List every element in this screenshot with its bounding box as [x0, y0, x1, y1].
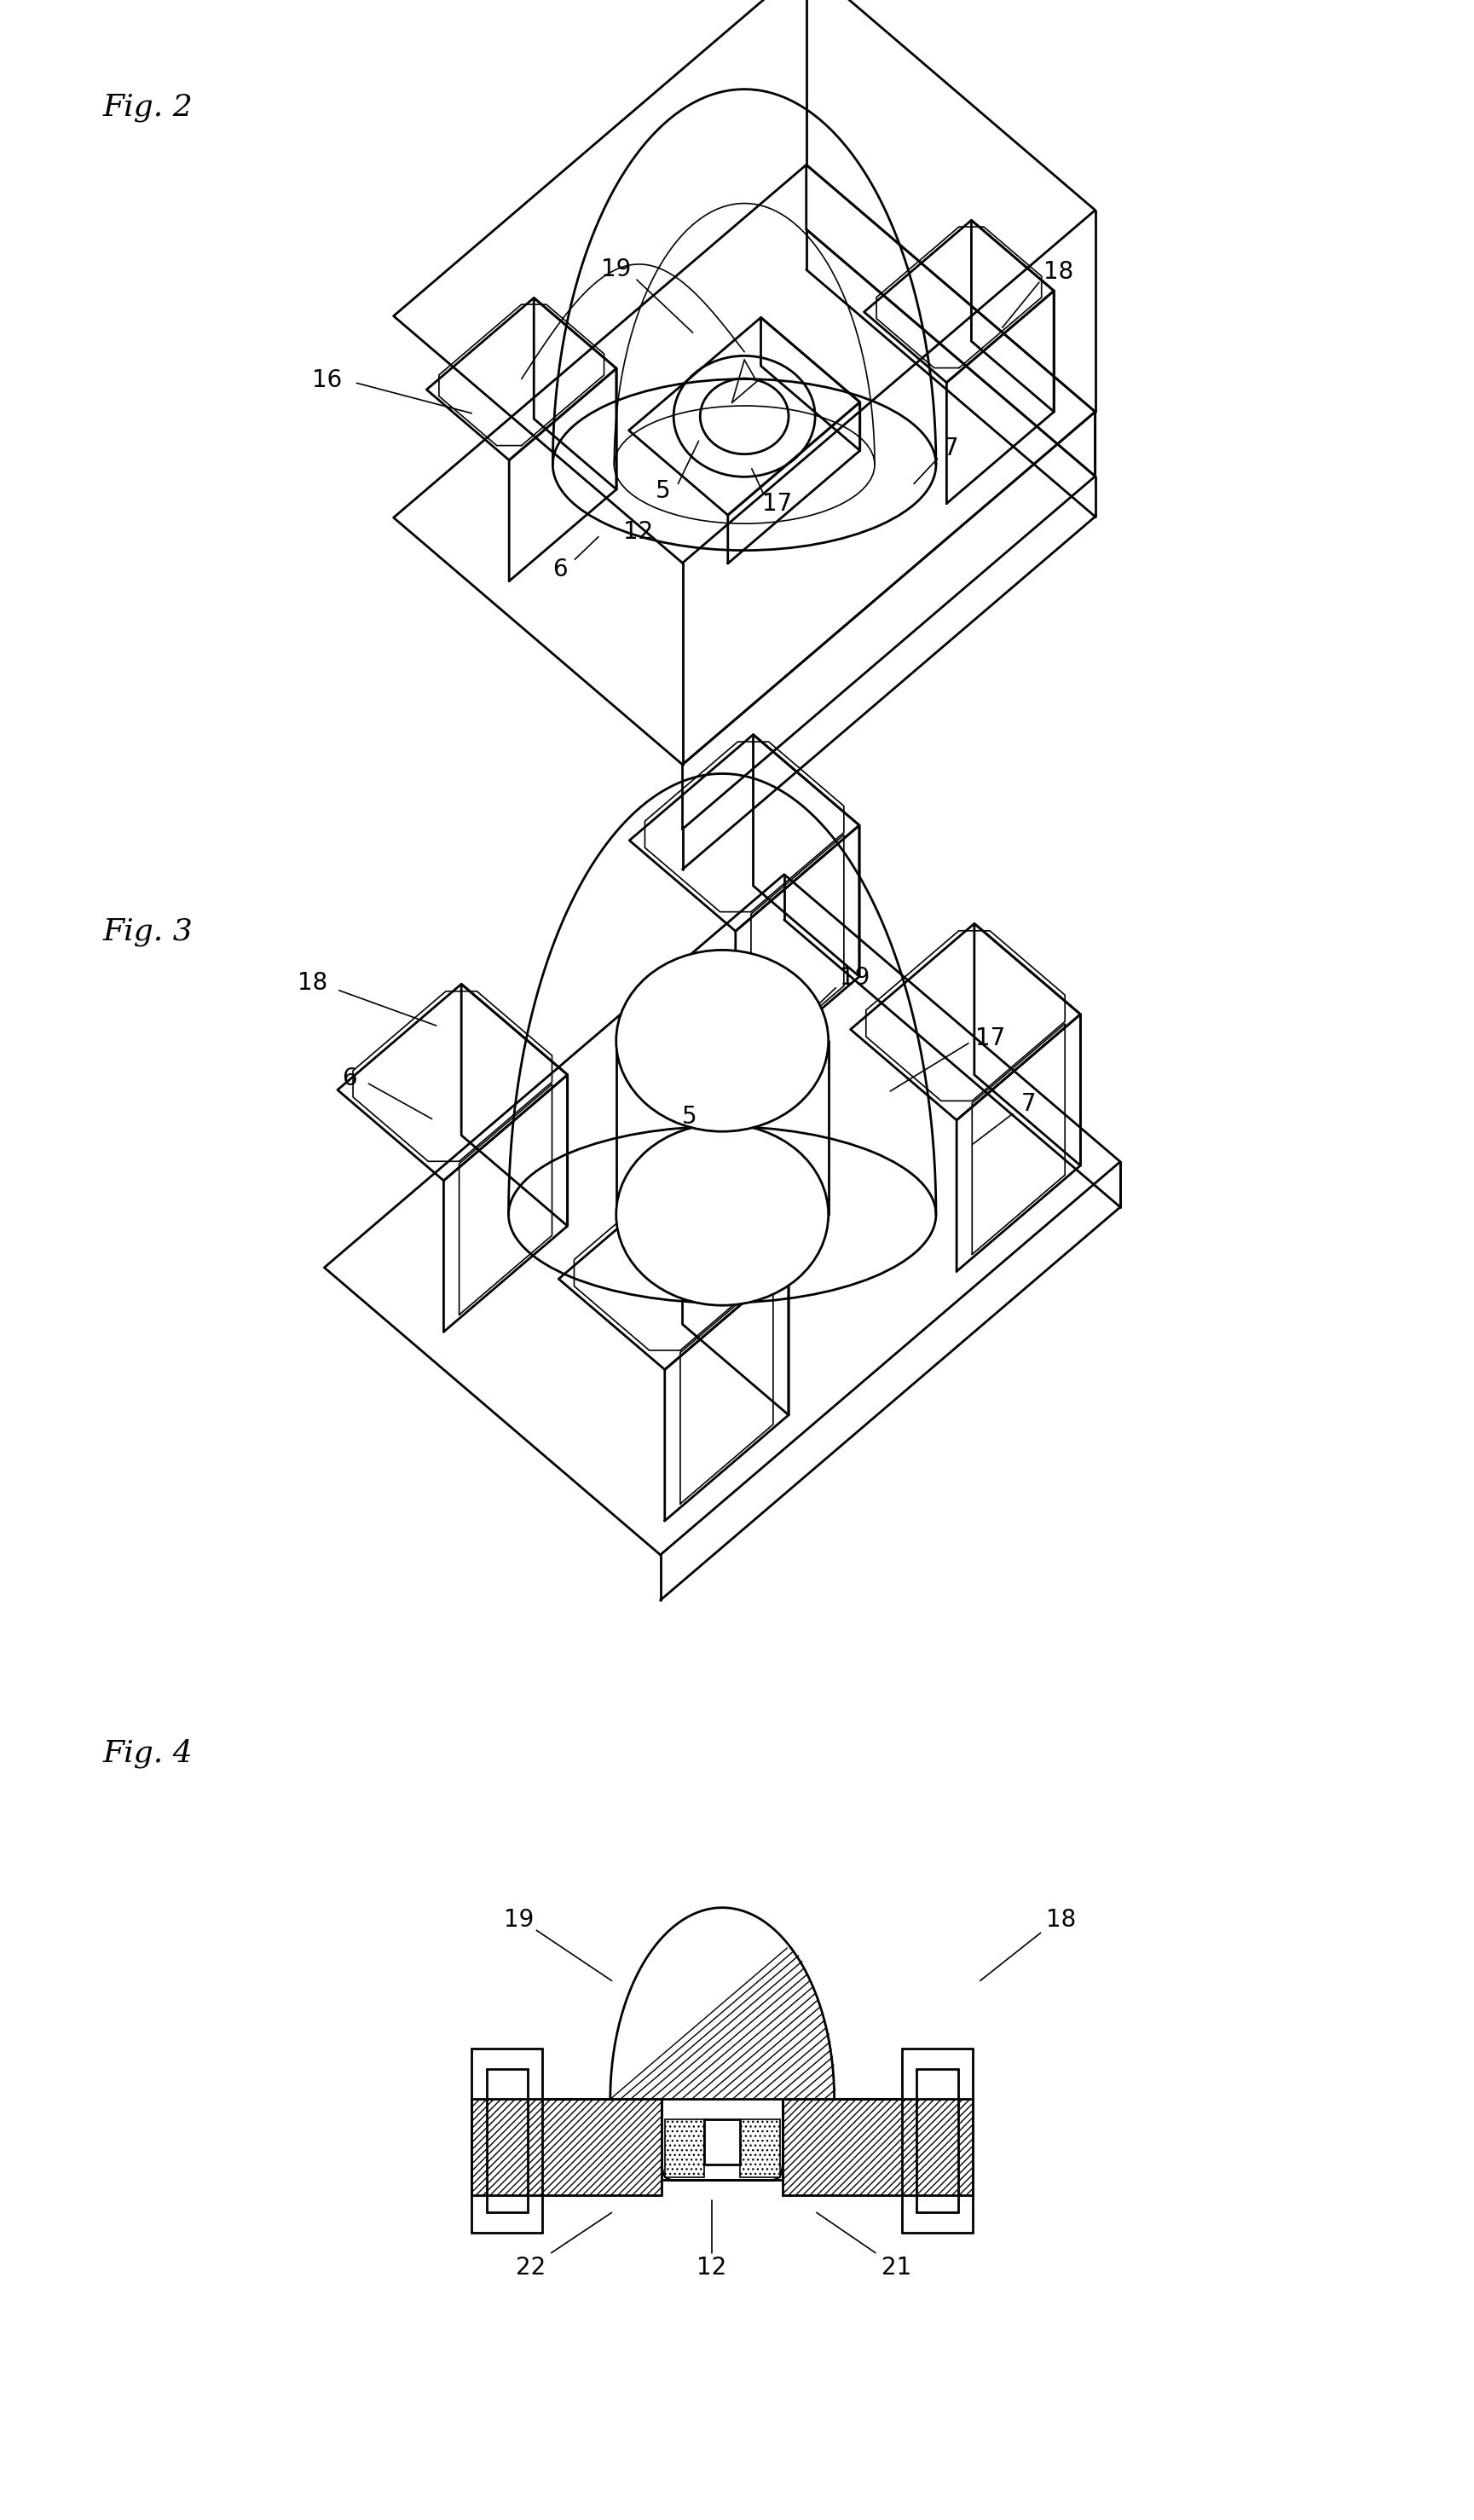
Text: 18: 18	[1047, 1908, 1076, 1933]
Text: 21: 21	[881, 2255, 911, 2281]
Text: 5: 5	[682, 1104, 697, 1129]
Text: 18: 18	[1044, 260, 1073, 285]
Text: 16: 16	[312, 368, 342, 393]
Text: 19: 19	[601, 257, 631, 282]
Ellipse shape	[616, 1124, 828, 1305]
Ellipse shape	[616, 950, 828, 1131]
Text: 7: 7	[943, 436, 958, 461]
Text: 7: 7	[1021, 1091, 1036, 1116]
Bar	[740, 2119, 780, 2177]
Text: 17: 17	[976, 1026, 1005, 1051]
Text: 18: 18	[298, 970, 327, 995]
Text: Fig. 4: Fig. 4	[103, 1739, 193, 1769]
Bar	[783, 2099, 973, 2195]
Text: 6: 6	[553, 557, 567, 582]
Text: 19: 19	[504, 1908, 534, 1933]
Text: 5: 5	[656, 479, 671, 504]
Text: 17: 17	[762, 491, 792, 517]
Text: Fig. 2: Fig. 2	[103, 93, 193, 123]
Text: 22: 22	[516, 2255, 545, 2281]
Text: 12: 12	[697, 2255, 727, 2281]
Bar	[705, 2119, 740, 2165]
Bar	[472, 2099, 662, 2195]
Text: 6: 6	[342, 1066, 357, 1091]
Text: 19: 19	[840, 965, 870, 990]
Text: 12: 12	[624, 519, 653, 544]
Text: Fig. 3: Fig. 3	[103, 917, 193, 948]
Bar	[665, 2119, 705, 2177]
